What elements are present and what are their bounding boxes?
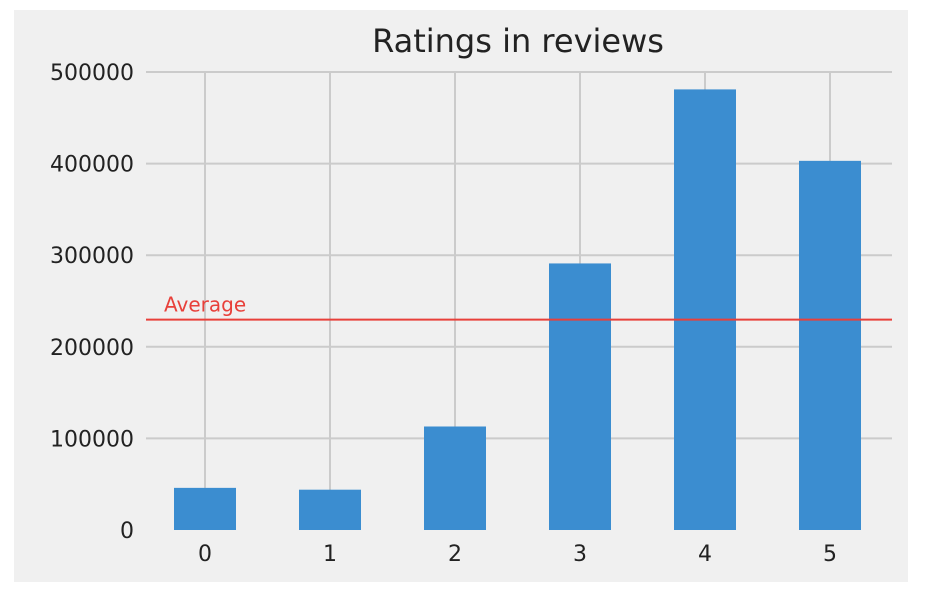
bars: [174, 89, 861, 530]
average-line-group: Average: [146, 293, 892, 320]
y-tick-label: 0: [120, 519, 134, 544]
bar: [674, 89, 736, 530]
x-tick-label: 1: [323, 542, 337, 567]
y-axis-ticks: 0 100000 200000 300000 400000 500000: [50, 61, 134, 544]
chart-title: Ratings in reviews: [372, 22, 664, 60]
x-tick-label: 4: [698, 542, 712, 567]
y-tick-label: 400000: [50, 153, 134, 178]
x-axis-ticks: 0 1 2 3 4 5: [198, 542, 837, 567]
bar: [299, 490, 361, 530]
x-tick-label: 5: [823, 542, 837, 567]
x-tick-label: 0: [198, 542, 212, 567]
bar: [424, 426, 486, 530]
bar: [549, 263, 611, 530]
bar: [174, 488, 236, 530]
bar: [799, 161, 861, 530]
y-tick-label: 300000: [50, 244, 134, 269]
average-label: Average: [164, 293, 246, 317]
x-tick-label: 2: [448, 542, 462, 567]
grid-lines: [146, 72, 892, 530]
y-tick-label: 500000: [50, 61, 134, 86]
y-tick-label: 100000: [50, 427, 134, 452]
x-tick-label: 3: [573, 542, 587, 567]
y-tick-label: 200000: [50, 336, 134, 361]
